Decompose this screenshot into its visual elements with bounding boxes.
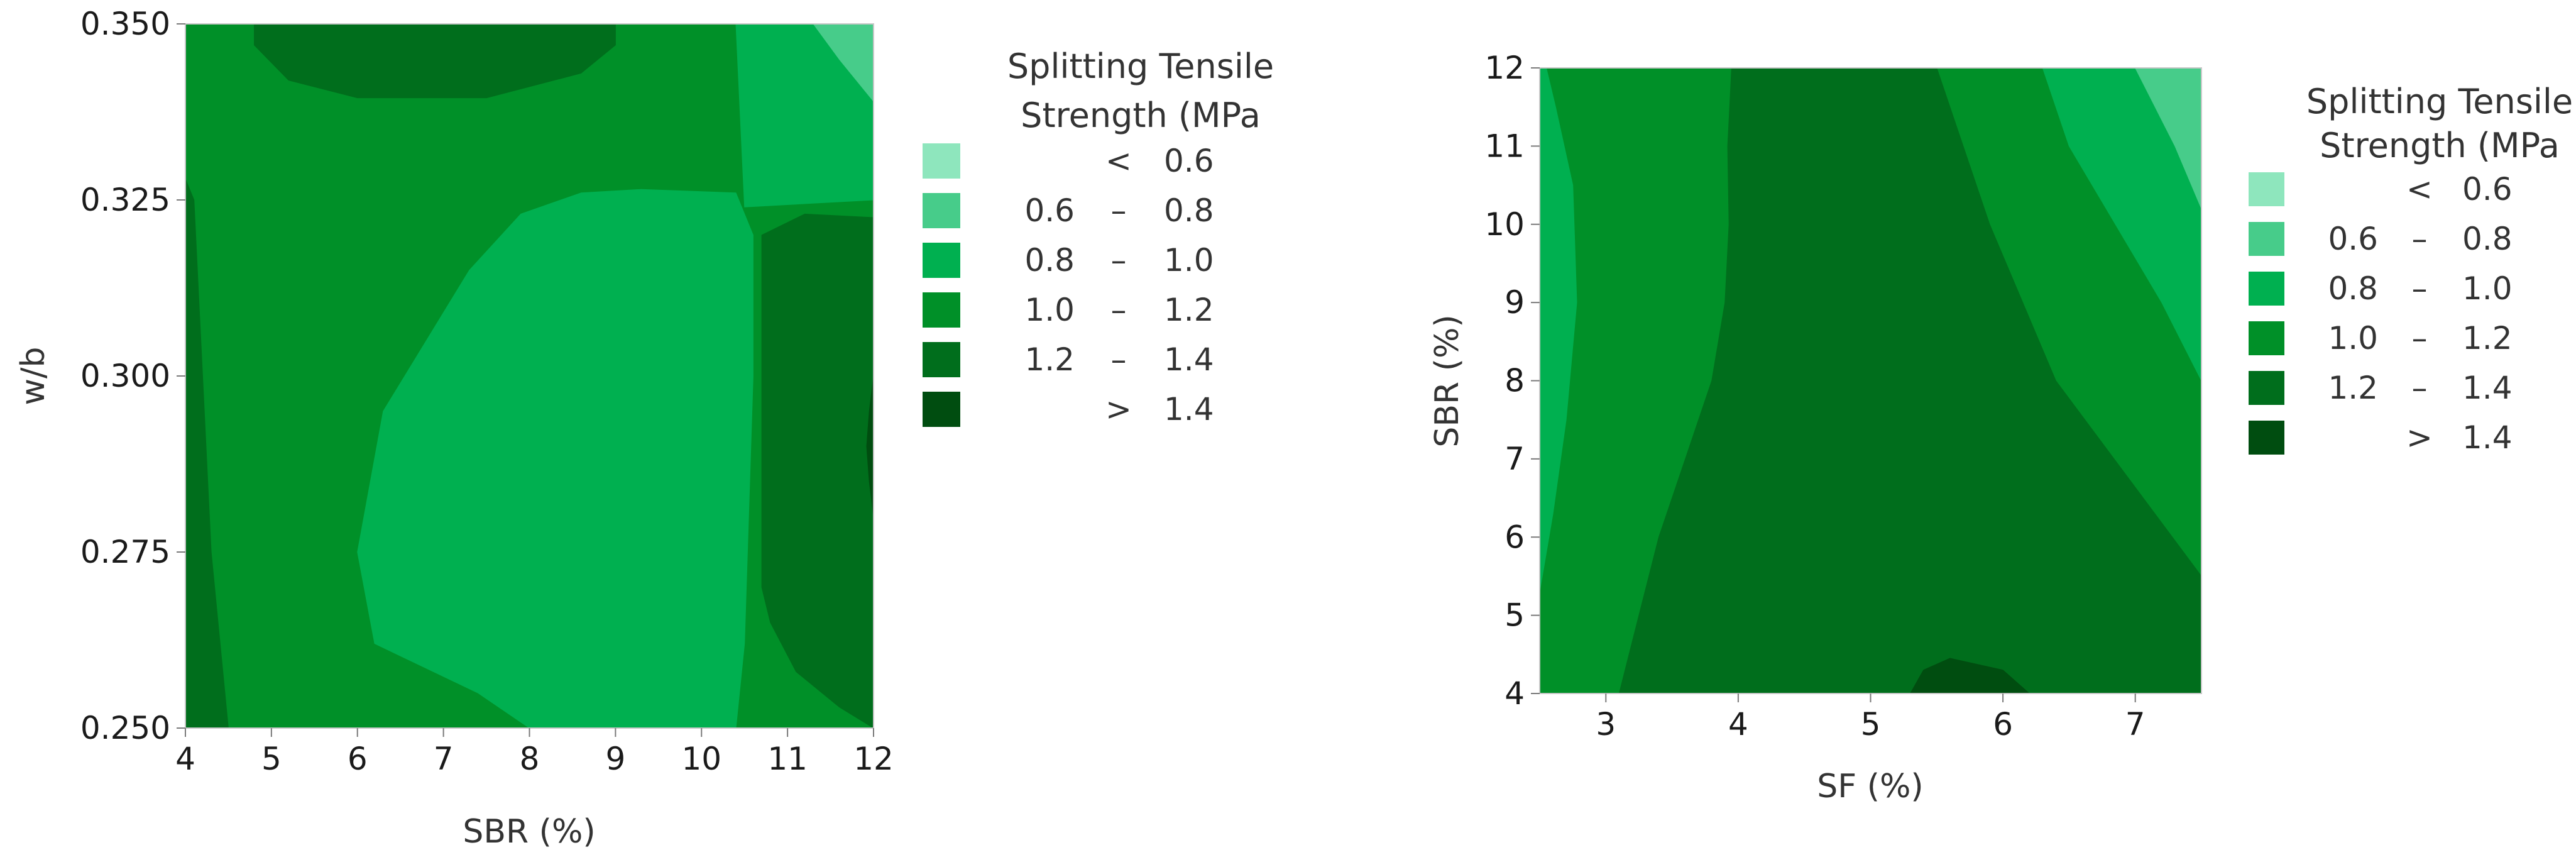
- legend-range-low: 0.6: [2328, 221, 2378, 257]
- legend-range-low: 1.2: [1024, 341, 1075, 378]
- legend-title-line2-left: Strength (MPa: [1021, 96, 1261, 135]
- legend-swatch: [2249, 321, 2284, 355]
- legend-swatch: [2249, 421, 2284, 455]
- contour-region-1.2-1.4-5: [254, 23, 616, 99]
- y-ticks-right: 4 5 6 7 8 9 10 11 12: [1484, 50, 1540, 712]
- y-tick-label: 6: [1504, 519, 1525, 555]
- legend-range-low: 1.0: [1024, 292, 1075, 328]
- legend-range-separator: <: [2406, 171, 2433, 207]
- legend-range-separator: –: [1111, 192, 1127, 229]
- y-tick-label: 5: [1504, 597, 1525, 634]
- legend-swatch: [2249, 272, 2284, 306]
- legend-range-high: 0.6: [1164, 143, 1214, 179]
- y-tick-label: 9: [1504, 284, 1525, 321]
- legend-swatch: [2249, 172, 2284, 206]
- legend-swatch: [923, 392, 960, 427]
- x-tick-label: 8: [520, 741, 540, 777]
- legend-swatch: [923, 143, 960, 179]
- legend-range-low: 0.6: [1024, 192, 1075, 229]
- x-axis-label-right: SF (%): [1817, 768, 1923, 805]
- y-tick-label: 11: [1484, 128, 1525, 164]
- y-tick-label: 0.350: [80, 6, 170, 42]
- y-tick-label: 0.275: [80, 534, 170, 570]
- x-tick-label: 11: [767, 741, 808, 777]
- contour-region-1.2-1.4-4: [761, 213, 874, 729]
- legend-range-separator: –: [2412, 270, 2428, 307]
- legend-range-high: 1.0: [1164, 242, 1214, 279]
- x-tick-label: 4: [1728, 706, 1748, 743]
- x-tick-label: 6: [348, 741, 368, 777]
- legend-right: Splitting Tensile Strength (MPa <0.60.6–…: [2249, 82, 2573, 456]
- legend-items-left: <0.60.6–0.80.8–1.01.0–1.21.2–1.4> 1.4: [923, 143, 1214, 428]
- legend-range-high: 1.4: [1164, 391, 1214, 428]
- x-tick-label: 6: [1993, 706, 2013, 743]
- legend-swatch: [923, 292, 960, 328]
- legend-range-high: 0.8: [1164, 192, 1214, 229]
- legend-swatch: [923, 243, 960, 278]
- legend-range-high: 1.4: [2462, 419, 2513, 456]
- x-tick-label: 7: [434, 741, 454, 777]
- legend-swatch: [923, 342, 960, 377]
- x-tick-label: 12: [853, 741, 894, 777]
- legend-range-high: 1.4: [1164, 341, 1214, 378]
- legend-range-high: 1.0: [2462, 270, 2513, 307]
- legend-range-high: 1.2: [2462, 320, 2513, 356]
- y-tick-label: 8: [1504, 363, 1525, 399]
- legend-range-separator: –: [2412, 221, 2428, 257]
- legend-range-high: 0.8: [2462, 221, 2513, 257]
- x-tick-label: 3: [1596, 706, 1616, 743]
- legend-swatch: [2249, 371, 2284, 405]
- legend-range-separator: >: [2406, 419, 2433, 456]
- y-tick-label: 10: [1484, 206, 1525, 243]
- legend-range-high: 1.4: [2462, 370, 2513, 406]
- legend-range-separator: <: [1105, 143, 1132, 179]
- legend-range-low: 1.0: [2328, 320, 2378, 356]
- x-tick-label: 4: [175, 741, 195, 777]
- chart-right: 3 4 5 6 7 4 5 6 7 8 9 10 11 12 SF (%) SBR (%) Splitt…: [1428, 50, 2573, 805]
- y-tick-label: 0.300: [80, 358, 170, 394]
- x-ticks-left: 4 5 6 7 8 9 10 11 12: [175, 728, 894, 777]
- x-tick-label: 9: [605, 741, 625, 777]
- legend-left: Splitting Tensile Strength (MPa <0.60.6–…: [923, 47, 1274, 428]
- legend-range-separator: –: [1111, 242, 1127, 279]
- x-ticks-right: 3 4 5 6 7: [1596, 693, 2146, 743]
- legend-items-right: <0.60.6–0.80.8–1.01.0–1.21.2–1.4> 1.4: [2249, 171, 2513, 456]
- y-axis-label-right: SBR (%): [1428, 314, 1466, 447]
- legend-range-separator: –: [1111, 292, 1127, 328]
- legend-range-separator: –: [2412, 370, 2428, 406]
- y-tick-label: 4: [1504, 675, 1525, 712]
- legend-range-separator: >: [1105, 391, 1132, 428]
- legend-range-high: 0.6: [2462, 171, 2513, 207]
- contour-regions-right: [1539, 67, 2202, 694]
- x-axis-label-left: SBR (%): [463, 813, 595, 851]
- legend-range-separator: –: [1111, 341, 1127, 378]
- legend-range-separator: –: [2412, 320, 2428, 356]
- contour-region-0.8-1.0-1: [1539, 67, 1577, 592]
- x-tick-label: 5: [261, 741, 282, 777]
- y-tick-label: 7: [1504, 441, 1525, 477]
- contour-regions-left: [185, 23, 874, 729]
- y-tick-label: 0.250: [80, 710, 170, 746]
- legend-swatch: [2249, 222, 2284, 256]
- contour-region-0.8-1.0-2: [357, 189, 754, 729]
- y-axis-label-left: w/b: [14, 346, 52, 405]
- chart-left: 4 5 6 7 8 9 10 11 12 0.250 0.275 0.300 0.325 0.350 S…: [14, 6, 1274, 851]
- x-tick-label: 7: [2125, 706, 2146, 743]
- contour-region-1.2-1.4-2: [1618, 67, 2202, 694]
- legend-title-line1-right: Splitting Tensile: [2306, 82, 2573, 121]
- x-tick-label: 5: [1861, 706, 1881, 743]
- y-tick-label: 0.325: [80, 182, 170, 218]
- legend-range-low: 0.8: [2328, 270, 2378, 307]
- y-ticks-left: 0.250 0.275 0.300 0.325 0.350: [80, 6, 185, 746]
- legend-range-low: 0.8: [1024, 242, 1075, 279]
- legend-range-high: 1.2: [1164, 292, 1214, 328]
- legend-range-low: 1.2: [2328, 370, 2378, 406]
- x-tick-label: 10: [681, 741, 721, 777]
- legend-title-line2-right: Strength (MPa: [2320, 126, 2560, 165]
- legend-title-line1-left: Splitting Tensile: [1007, 47, 1274, 86]
- y-tick-label: 12: [1484, 50, 1525, 86]
- legend-swatch: [923, 193, 960, 228]
